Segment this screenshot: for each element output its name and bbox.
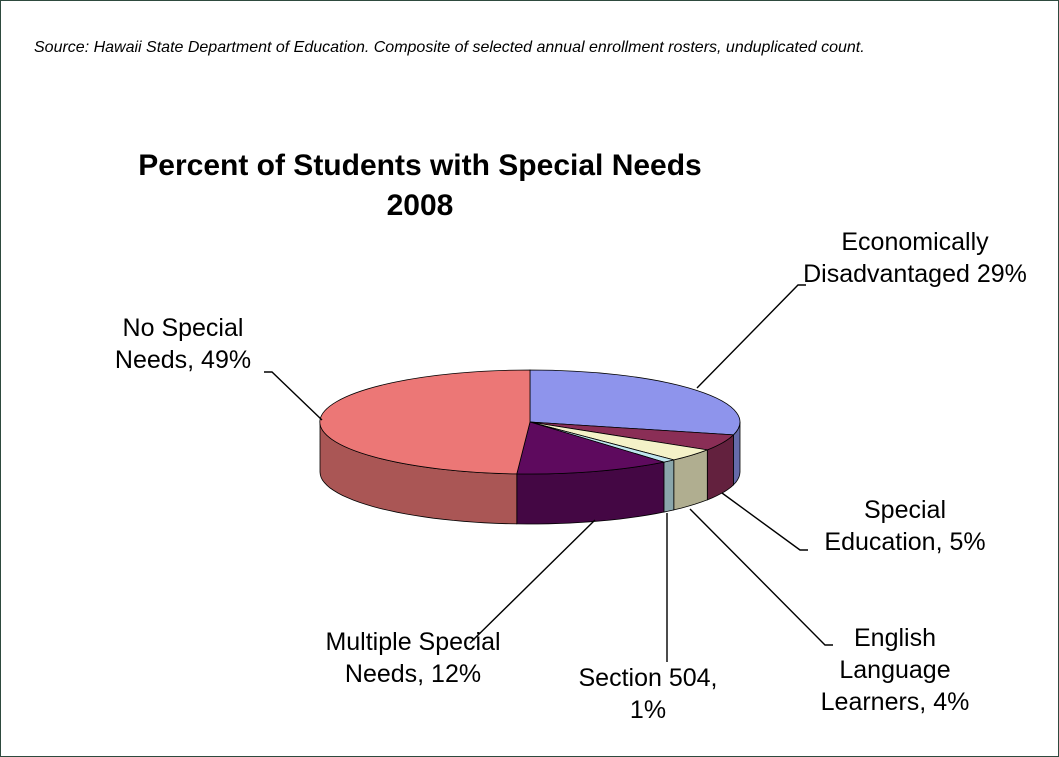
pie-slice-no-special-needs [319, 369, 531, 475]
pie-side-3 [663, 459, 675, 513]
label-economically-disadvantaged-text: Economically Disadvantaged 29% [803, 228, 1027, 288]
leader-line-2 [689, 508, 833, 646]
chart-title-year: 2008 [386, 189, 454, 222]
label-special-education-text: Special Education, 5% [824, 496, 986, 556]
source-note: Source: Hawaii State Department of Educa… [34, 39, 865, 56]
chart-title-main: Percent of Students with Special Needs [138, 149, 702, 182]
label-no-special-needs-text: No Special Needs, 49% [114, 314, 252, 374]
label-no-special-needs: No Special Needs, 49% [98, 312, 268, 376]
leader-line-0 [696, 284, 806, 389]
label-economically-disadvantaged: Economically Disadvantaged 29% [800, 226, 1030, 290]
leader-line-1 [721, 492, 808, 551]
pie-slice-multiple-special-needs [516, 421, 665, 475]
leader-lines [264, 284, 833, 662]
leader-line-5 [264, 371, 323, 421]
label-english-language-learners-text: English Language Learners, 4% [820, 624, 970, 716]
label-section-504: Section 504, 1% [563, 662, 733, 726]
label-special-education: Special Education, 5% [810, 494, 1000, 558]
label-multiple-special-needs: Multiple Special Needs, 12% [308, 626, 518, 690]
label-multiple-special-needs-text: Multiple Special Needs, 12% [325, 628, 501, 688]
label-section-504-text: Section 504, 1% [578, 664, 718, 724]
leader-line-4 [469, 519, 596, 644]
pie-tops [319, 369, 741, 475]
label-english-language-learners: English Language Learners, 4% [800, 622, 990, 718]
pie-sides [319, 421, 741, 525]
pie-slice-economically-disadvantaged [529, 369, 741, 436]
chart-title: Percent of Students with Special Needs 2… [20, 146, 820, 226]
